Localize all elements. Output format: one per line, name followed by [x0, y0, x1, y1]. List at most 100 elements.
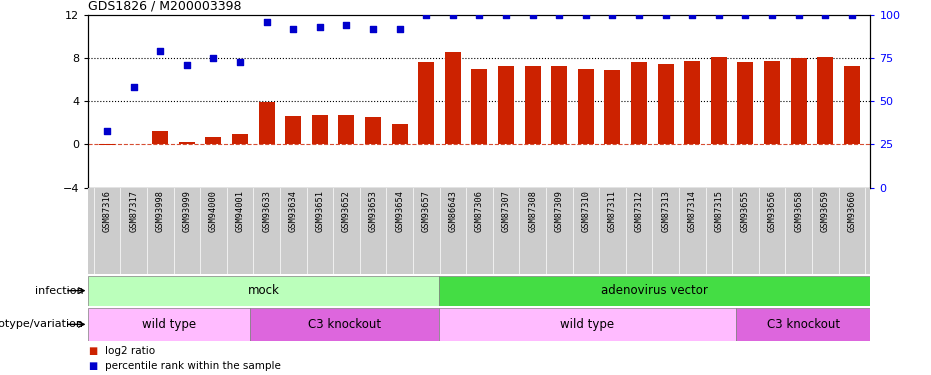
Bar	[392, 124, 408, 144]
Bar	[631, 62, 647, 144]
Text: C3 knockout: C3 knockout	[308, 318, 381, 331]
Point	[791, 12, 806, 18]
Point	[419, 12, 434, 18]
Text: GSM87306: GSM87306	[475, 190, 484, 232]
Text: C3 knockout: C3 knockout	[766, 318, 840, 331]
Bar	[445, 52, 461, 144]
Bar	[737, 62, 753, 144]
Text: log2 ratio: log2 ratio	[105, 346, 155, 356]
Point	[631, 12, 646, 18]
Bar	[817, 57, 833, 144]
Bar	[179, 142, 195, 144]
Text: GSM93653: GSM93653	[369, 190, 378, 232]
Bar	[735, 308, 870, 341]
Text: GSM87314: GSM87314	[688, 190, 696, 232]
Bar	[657, 63, 674, 144]
Text: wild type: wild type	[560, 318, 614, 331]
Text: GSM87310: GSM87310	[581, 190, 590, 232]
Text: GSM86643: GSM86643	[449, 190, 457, 232]
Text: GSM87307: GSM87307	[502, 190, 510, 232]
Bar	[88, 308, 250, 341]
Text: GSM87317: GSM87317	[129, 190, 138, 232]
Bar	[250, 308, 439, 341]
Point	[445, 12, 460, 18]
Text: GDS1826 / M200003398: GDS1826 / M200003398	[88, 0, 242, 12]
Text: GSM87311: GSM87311	[608, 190, 617, 232]
Bar	[711, 57, 727, 144]
Text: infection: infection	[35, 286, 84, 296]
Bar	[764, 62, 780, 144]
Bar	[684, 62, 700, 144]
Text: GSM93659: GSM93659	[821, 190, 830, 232]
Point	[180, 62, 195, 68]
Point	[499, 12, 514, 18]
Point	[817, 12, 832, 18]
Point	[286, 26, 301, 32]
Bar	[206, 137, 222, 144]
Text: GSM93657: GSM93657	[422, 190, 431, 232]
Bar	[471, 69, 488, 144]
Text: adenovirus vector: adenovirus vector	[601, 284, 708, 297]
Text: wild type: wild type	[142, 318, 196, 331]
Text: GSM87309: GSM87309	[555, 190, 564, 232]
Bar	[439, 308, 735, 341]
Point	[525, 12, 540, 18]
Text: ■: ■	[88, 346, 98, 356]
Bar	[790, 58, 806, 144]
Bar	[99, 144, 115, 145]
Bar	[418, 62, 434, 144]
Bar	[312, 115, 328, 144]
Point	[552, 12, 567, 18]
Bar	[525, 66, 541, 144]
Point	[738, 12, 753, 18]
Point	[764, 12, 779, 18]
Text: GSM93633: GSM93633	[263, 190, 271, 232]
Point	[100, 128, 115, 134]
Text: GSM93634: GSM93634	[289, 190, 298, 232]
Text: GSM87313: GSM87313	[661, 190, 670, 232]
Point	[366, 26, 381, 32]
Text: GSM93656: GSM93656	[767, 190, 776, 232]
Point	[206, 55, 221, 61]
Point	[233, 58, 248, 64]
Text: GSM93999: GSM93999	[182, 190, 192, 232]
Text: GSM93654: GSM93654	[395, 190, 404, 232]
Bar	[843, 66, 860, 144]
Text: mock: mock	[248, 284, 279, 297]
Point	[127, 84, 142, 90]
Text: GSM93652: GSM93652	[342, 190, 351, 232]
Text: GSM93658: GSM93658	[794, 190, 803, 232]
Bar	[439, 276, 870, 306]
Point	[259, 19, 274, 25]
Text: GSM87312: GSM87312	[635, 190, 643, 232]
Bar	[259, 102, 275, 144]
Bar	[285, 116, 302, 144]
Text: GSM87308: GSM87308	[528, 190, 537, 232]
Point	[392, 26, 407, 32]
Point	[578, 12, 593, 18]
Text: GSM93998: GSM93998	[155, 190, 165, 232]
Bar	[498, 66, 514, 144]
Point	[711, 12, 726, 18]
Text: GSM93651: GSM93651	[316, 190, 324, 232]
Point	[685, 12, 700, 18]
Text: GSM94000: GSM94000	[209, 190, 218, 232]
Bar	[153, 132, 169, 144]
Bar	[604, 70, 620, 144]
Text: GSM93660: GSM93660	[847, 190, 857, 232]
Point	[153, 48, 168, 54]
Bar	[232, 134, 248, 144]
Point	[472, 12, 487, 18]
Point	[339, 22, 354, 28]
Text: percentile rank within the sample: percentile rank within the sample	[105, 361, 281, 370]
Bar	[339, 115, 355, 144]
Bar	[365, 117, 381, 144]
Bar	[551, 66, 567, 144]
Text: ■: ■	[88, 361, 98, 370]
Point	[658, 12, 673, 18]
Bar	[578, 69, 594, 144]
Point	[605, 12, 620, 18]
Text: genotype/variation: genotype/variation	[0, 320, 84, 329]
Text: GSM94001: GSM94001	[236, 190, 245, 232]
Point	[844, 12, 859, 18]
